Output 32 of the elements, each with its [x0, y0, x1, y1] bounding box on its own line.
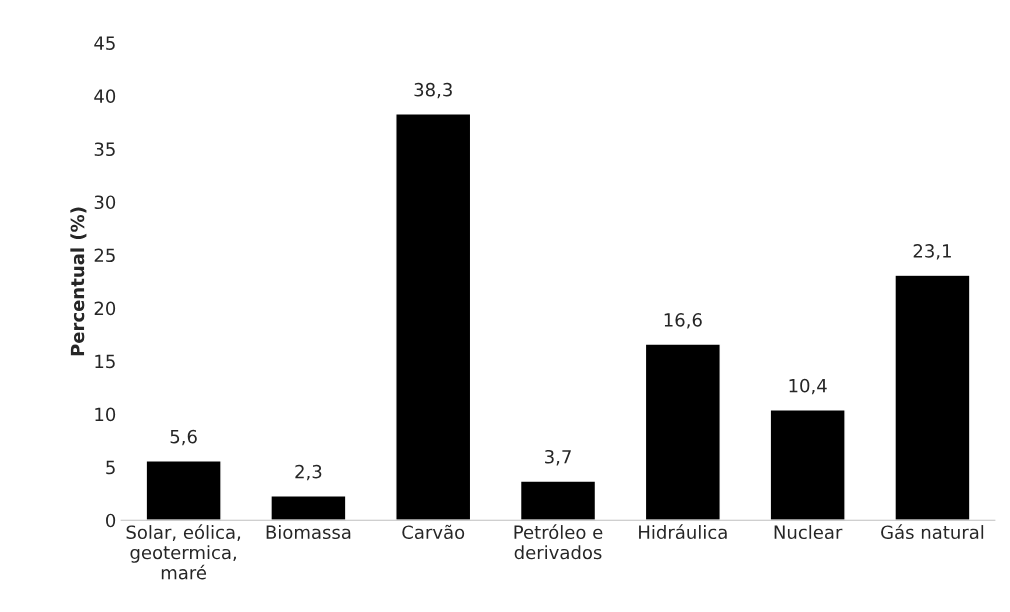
data-label: 5,6 [170, 429, 197, 446]
y-tick-label: 5 [106, 460, 115, 475]
bar [644, 343, 721, 521]
x-tick-label: Nuclear [774, 525, 843, 540]
data-label: 38,3 [414, 82, 452, 99]
x-tick-label: Hidráulica [639, 524, 727, 540]
bar [769, 409, 846, 521]
y-tick-label: 30 [94, 195, 116, 210]
bar [519, 480, 597, 521]
y-tick-label: 10 [95, 407, 116, 422]
bar [270, 495, 347, 521]
bar [145, 460, 222, 521]
data-label: 10,4 [789, 378, 827, 395]
y-tick-label: 40 [94, 89, 116, 103]
x-tick-label: Carvão [402, 524, 465, 540]
data-label: 2,3 [295, 464, 322, 481]
data-label: 3,7 [545, 449, 571, 466]
y-tick-label: 20 [94, 301, 116, 316]
y-tick-label: 15 [95, 354, 115, 369]
x-tick-label: Petróleo e derivados [514, 524, 603, 560]
x-tick-label: Solar, eólica, geotermica, maré [126, 524, 241, 580]
y-axis-title: Percentual (%) [70, 207, 87, 356]
data-label: 16,6 [664, 313, 702, 329]
y-tick-label: 25 [94, 248, 115, 263]
y-tick-label: 45 [94, 36, 115, 50]
y-tick-label: 35 [94, 142, 115, 157]
data-label: 23,1 [913, 244, 951, 260]
x-tick-label: Gás natural [881, 524, 984, 540]
x-tick-label: Biomassa [266, 525, 351, 540]
y-tick-label: 0 [106, 513, 116, 528]
bar [395, 113, 472, 521]
bar [894, 274, 971, 521]
